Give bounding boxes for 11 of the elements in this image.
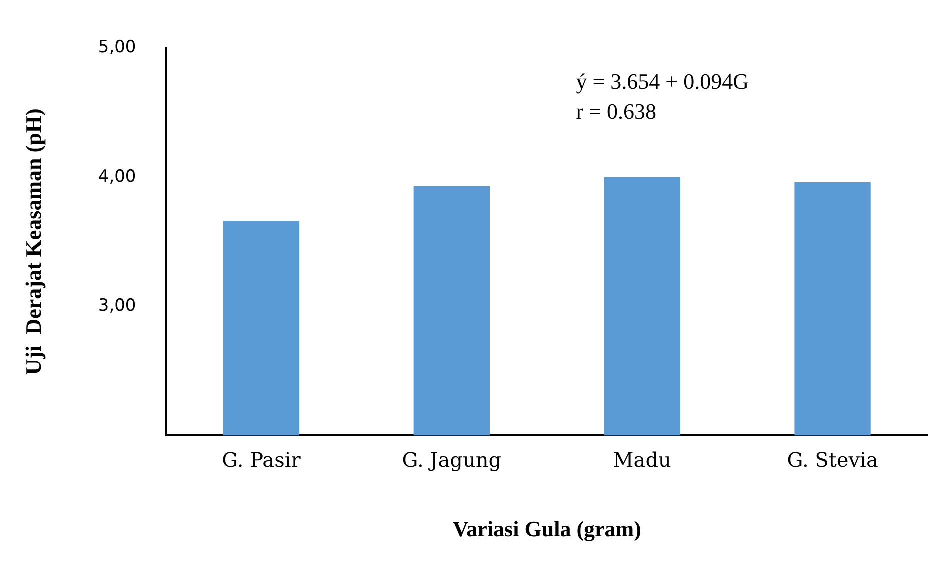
y-tick-label: 5,00 [98,38,136,58]
x-tick-label: G. Jagung [402,448,502,472]
annotation: r = 0.638 [576,98,656,124]
x-axis-title: Variasi Gula (gram) [452,516,642,542]
y-tick-label: 3,00 [98,296,136,316]
x-tick-label: G. Stevia [787,448,878,472]
x-tick-label: G. Pasir [222,448,302,472]
y-axis-title: Uji Derajat Keasaman (pH) [20,108,46,376]
y-tick-label: 4,00 [98,166,136,187]
x-tick-label: Madu [613,448,672,472]
annotation: ý = 3.654 + 0.094G [576,68,750,94]
